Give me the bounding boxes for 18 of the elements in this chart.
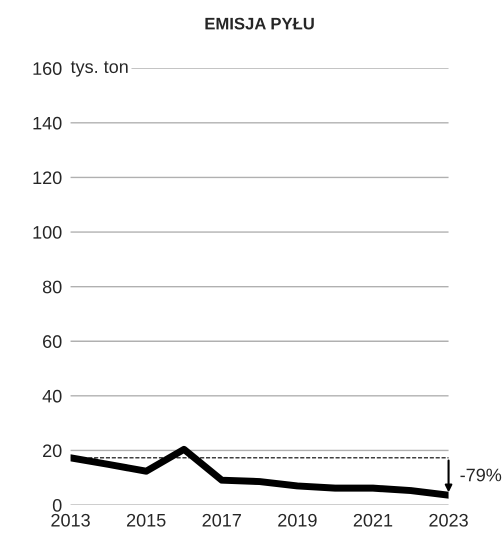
y-tick-label: 160 — [33, 62, 62, 75]
y-tick-label: 20 — [43, 444, 62, 458]
x-tick-label: 2017 — [202, 514, 241, 527]
y-tick-label: 60 — [43, 335, 62, 348]
y-tick-label: 0 — [52, 498, 62, 512]
y-axis-title: tys. ton — [70, 61, 128, 77]
x-tick-label: 2021 — [354, 514, 392, 527]
y-tick-label: 120 — [33, 171, 62, 184]
x-tick-label: 2013 — [51, 514, 90, 527]
y-tick-label: 80 — [42, 280, 62, 294]
text: -79% — [460, 468, 502, 482]
y-tick-label: 100 — [33, 226, 62, 239]
x-tick-label: 2019 — [278, 514, 317, 527]
chart-title: EMISJA PYŁU — [205, 18, 314, 30]
y-tick-label: 40 — [42, 390, 62, 403]
x-tick-label: 2015 — [126, 514, 166, 527]
y-tick-label: 140 — [33, 116, 62, 130]
x-tick-label: 2023 — [429, 514, 468, 527]
